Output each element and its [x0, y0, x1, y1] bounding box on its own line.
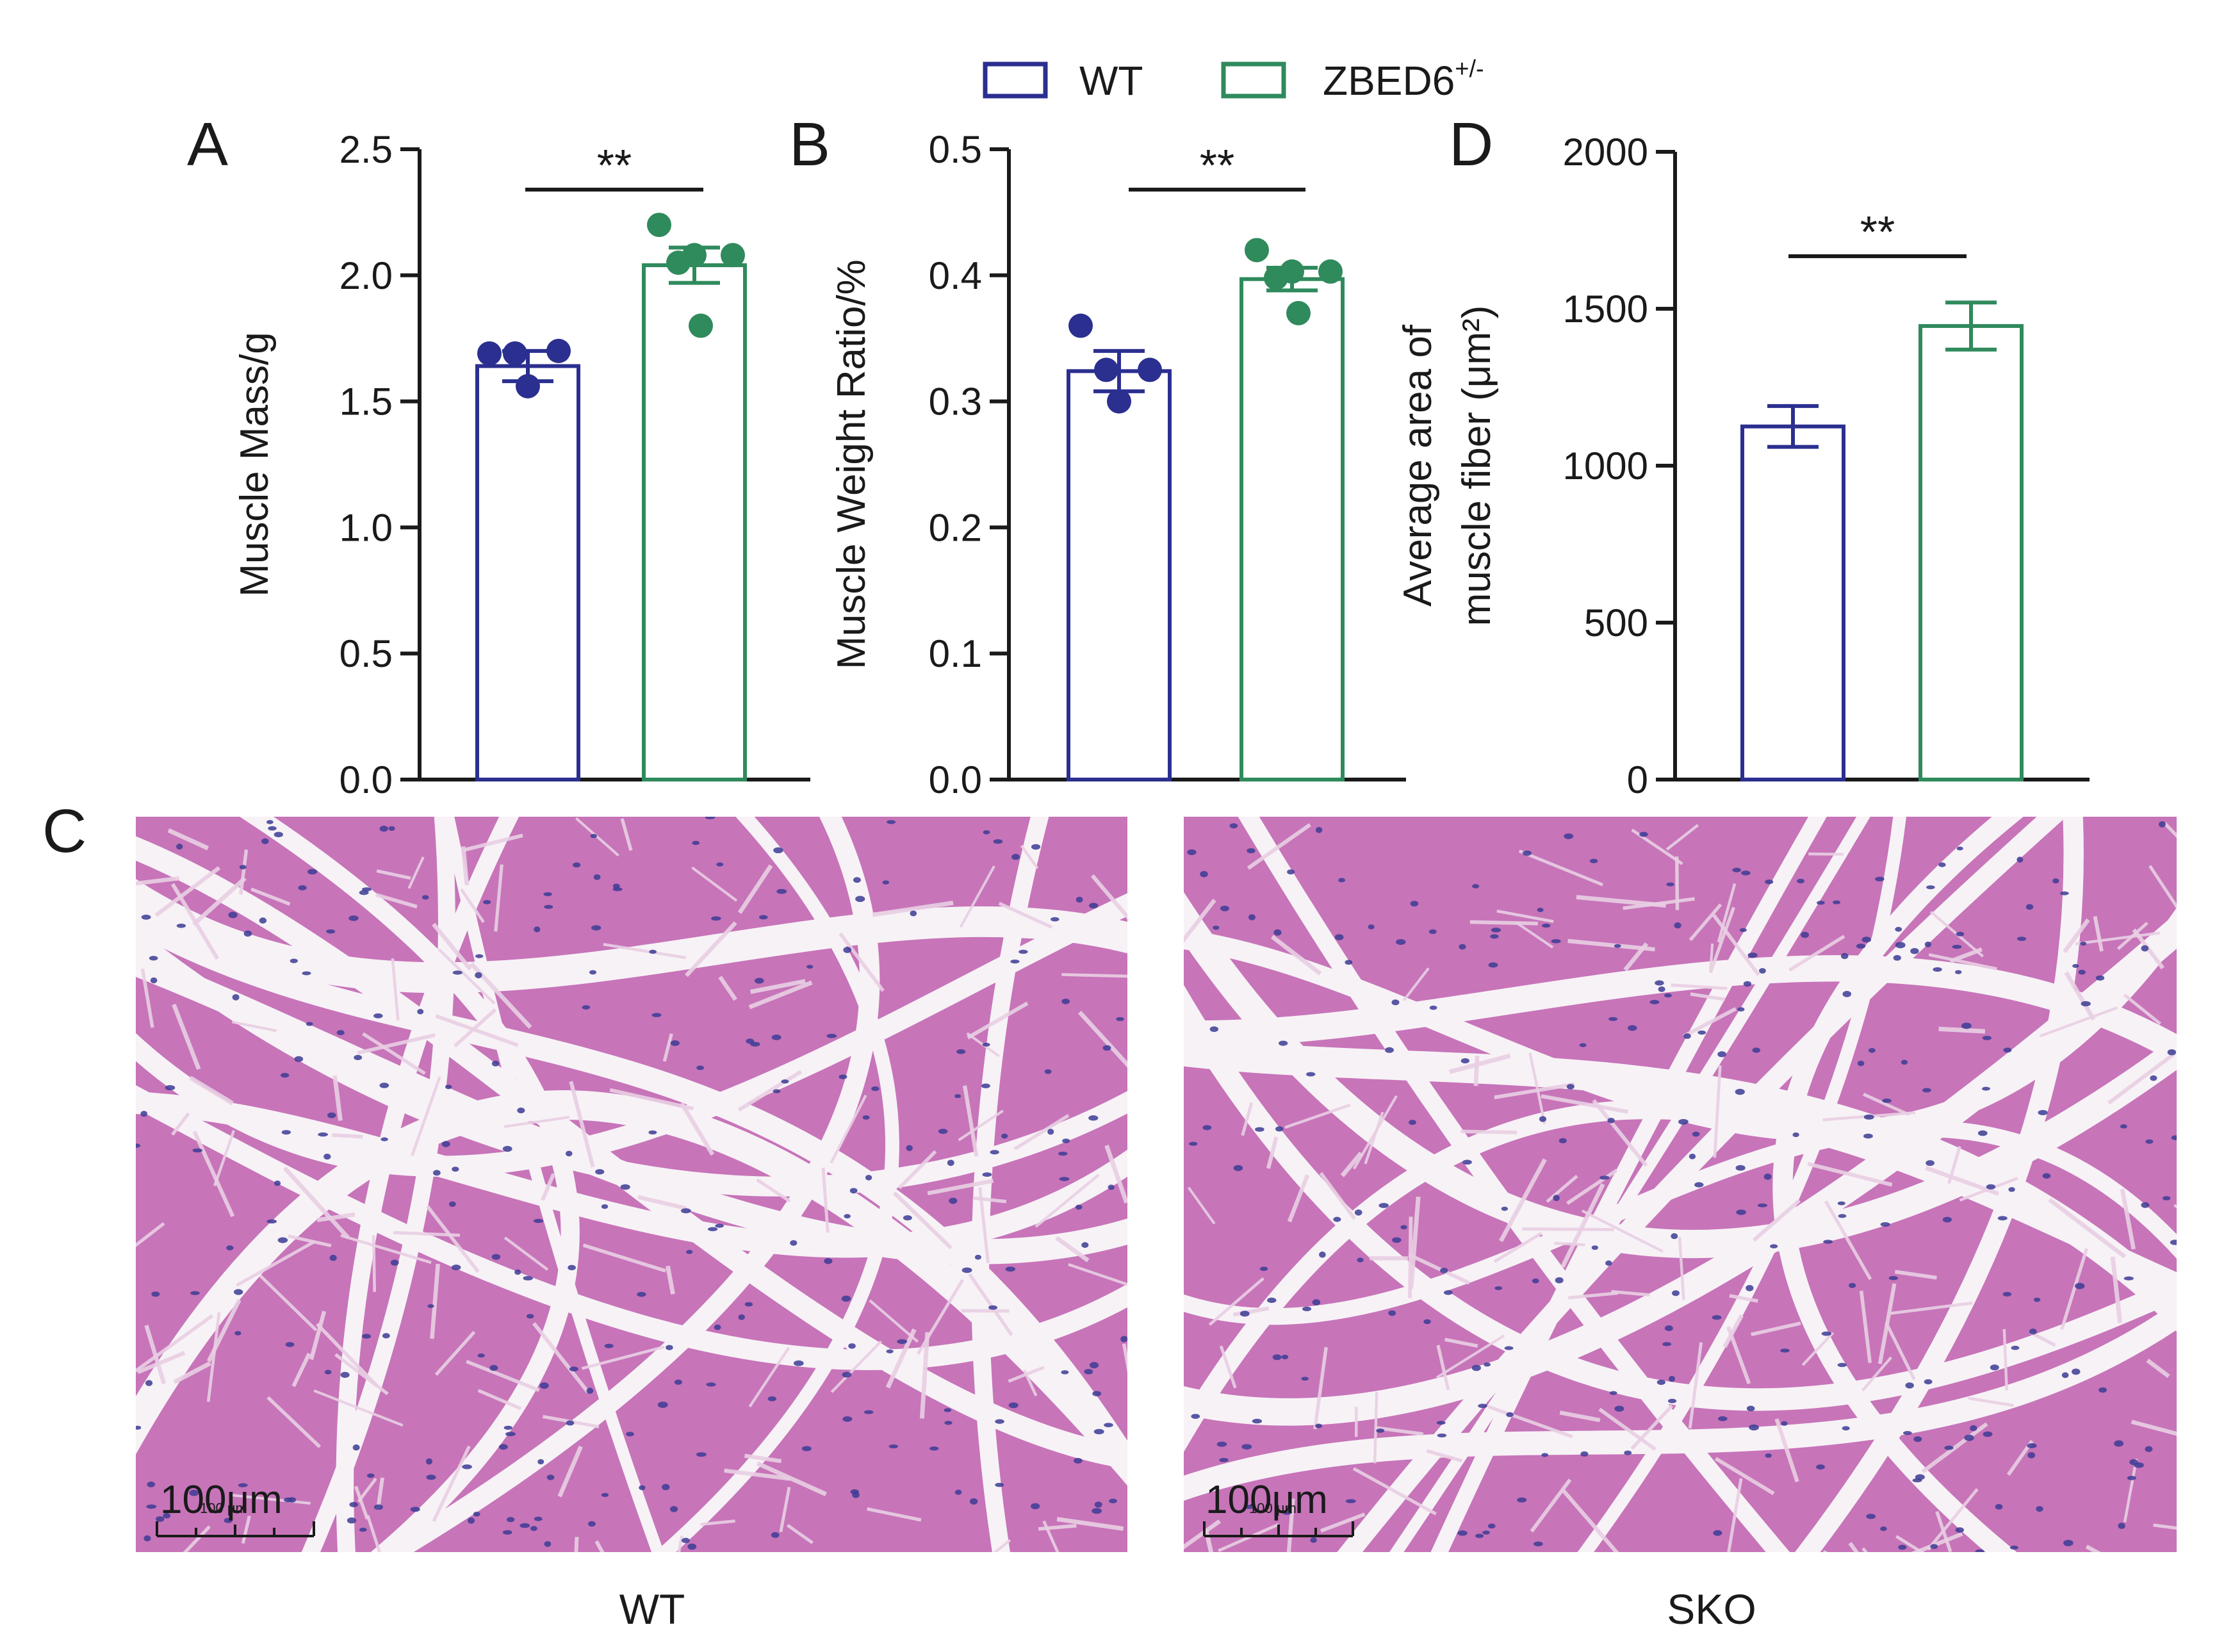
bar-zbed6 [642, 263, 747, 781]
y-tick-label: 2.5 [340, 128, 393, 171]
y-tick-label: 500 [1584, 601, 1648, 644]
data-point [1138, 357, 1162, 382]
micrograph-wt [136, 817, 1127, 1552]
data-point [503, 341, 527, 366]
y-tick-label: 1.5 [340, 380, 393, 423]
y-tick-label: 0.2 [929, 506, 982, 549]
bar-wt [475, 364, 580, 781]
y-axis-title-line: Muscle Mass/g [233, 332, 277, 596]
y-tick-label: 0.5 [929, 128, 982, 171]
chart-panel-b: 0.0 0.1 0.2 0.3 0.4 0.5 Muscle Weight Ratio/% *… [830, 128, 1406, 801]
bar-zbed6 [1239, 277, 1345, 782]
bar-zbed6 [1918, 323, 2024, 781]
y-axis-title: Muscle Mass/g [233, 332, 277, 596]
y-tick-label: 2000 [1563, 131, 1648, 174]
legend-swatch-wt [983, 61, 1048, 99]
micrograph-sko [1184, 817, 2177, 1552]
y-axis-title-line: Average area of [1396, 324, 1440, 607]
error-bar [1945, 300, 1997, 352]
y-tick-label: 1000 [1563, 445, 1648, 487]
legend-label-wt: WT [1079, 58, 1143, 104]
bar-wt [1067, 369, 1172, 781]
scale-bar-wt: 100μm 100 μm [156, 1478, 315, 1537]
data-point [689, 313, 713, 338]
y-tick-label: 1500 [1563, 288, 1648, 331]
legend: WT ZBED6+/- [983, 56, 1484, 104]
chart-panel-a: 0.0 0.5 1.0 1.5 2.0 2.5 Muscle Mass/g ** [233, 128, 810, 801]
y-tick-label: 1.0 [340, 506, 393, 549]
data-point [1264, 265, 1288, 290]
bar-wt [1740, 424, 1845, 781]
legend-label-zbed6-sup: +/- [1455, 56, 1484, 83]
chart-panel-d: 0 500 1000 1500 2000 Average area of muscle fi… [1396, 131, 2090, 801]
y-tick-label: 0.5 [340, 632, 393, 675]
y-tick-label: 0.1 [929, 632, 982, 675]
panel-letter-b: B [789, 110, 830, 179]
scale-bar-sko: 100μm 100 μm [1203, 1478, 1354, 1537]
muscle-tissue-texture-wt [136, 817, 1127, 1552]
data-point [1286, 300, 1311, 325]
data-point [1107, 389, 1131, 414]
data-point [1094, 357, 1118, 382]
y-axis-title: Average area of muscle fiber (μm²) [1396, 306, 1499, 626]
panel-letter-a: A [187, 110, 228, 179]
micrograph-caption-wt: WT [619, 1585, 685, 1633]
data-point [647, 213, 671, 238]
data-point [666, 250, 691, 275]
y-axis-title-line: muscle fiber (μm²) [1455, 306, 1499, 626]
y-tick-label: 0.0 [340, 758, 393, 801]
data-point [1318, 259, 1343, 284]
error-bar [1767, 404, 1819, 449]
panel-letter-c: C [42, 797, 86, 865]
scale-bar-label-wt: 100μm [160, 1478, 282, 1522]
scale-bar-label-sko: 100μm [1206, 1478, 1328, 1522]
y-tick-label: 0 [1627, 758, 1648, 801]
data-point [1245, 238, 1269, 263]
scale-bar-small-label-wt: 100 μm [200, 1500, 247, 1516]
micrograph-caption-sko: SKO [1667, 1585, 1756, 1633]
y-tick-label: 0.3 [929, 380, 982, 423]
scale-bar-small-label-sko: 100 μm [1249, 1500, 1297, 1516]
y-axis-title: Muscle Weight Ratio/% [830, 259, 874, 669]
data-point [721, 243, 745, 268]
legend-label-zbed6: ZBED6+/- [1323, 56, 1484, 104]
data-point [516, 373, 540, 398]
y-tick-label: 0.4 [929, 254, 982, 297]
y-tick-label: 0.0 [929, 758, 982, 801]
y-tick-label: 2.0 [340, 254, 393, 297]
muscle-tissue-texture-sko [1184, 817, 2177, 1552]
significance-marker: ** [1860, 207, 1895, 257]
data-point [477, 341, 502, 366]
panel-letter-d: D [1449, 110, 1493, 179]
significance-marker: ** [1200, 140, 1234, 190]
y-axis-title-line: Muscle Weight Ratio/% [830, 259, 874, 669]
data-point [1068, 313, 1093, 338]
data-point [546, 338, 571, 363]
legend-swatch-zbed6 [1221, 61, 1286, 99]
significance-marker: ** [597, 140, 632, 190]
legend-label-zbed6-name: ZBED6 [1323, 58, 1455, 104]
